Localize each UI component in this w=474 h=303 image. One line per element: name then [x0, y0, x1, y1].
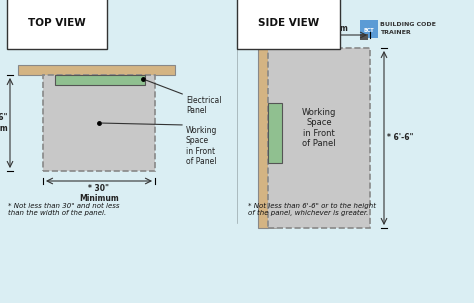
Bar [360, 34, 368, 40]
Text: * 30"
Minimum: * 30" Minimum [79, 184, 119, 203]
Text: * Not less than 6'-6" or to the height
of the panel, whichever is greater.: * Not less than 6'-6" or to the height o… [248, 203, 376, 216]
Text: TRAINER: TRAINER [380, 30, 411, 35]
Bar [268, 48, 370, 228]
Bar [268, 48, 276, 228]
Text: * 6'-6": * 6'-6" [387, 134, 413, 142]
Text: TOP VIEW: TOP VIEW [28, 18, 86, 28]
Text: BCT: BCT [364, 28, 374, 32]
Text: BUILDING CODE: BUILDING CODE [380, 22, 436, 27]
Bar [55, 75, 145, 85]
FancyBboxPatch shape [18, 65, 175, 75]
Text: Working
Space
in Front
of Panel: Working Space in Front of Panel [186, 126, 218, 166]
Bar [360, 20, 378, 38]
Text: Electrical
Panel: Electrical Panel [186, 96, 221, 115]
Text: 36"
Minimum: 36" Minimum [0, 113, 8, 133]
Bar [43, 75, 155, 171]
Bar [258, 48, 268, 228]
Text: SIDE VIEW: SIDE VIEW [258, 18, 319, 28]
Text: * Not less than 30" and not less
than the width of the panel.: * Not less than 30" and not less than th… [8, 203, 119, 216]
Text: 36" Minimum: 36" Minimum [291, 24, 347, 33]
Bar [268, 103, 282, 163]
Text: Working
Space
in Front
of Panel: Working Space in Front of Panel [302, 108, 336, 148]
